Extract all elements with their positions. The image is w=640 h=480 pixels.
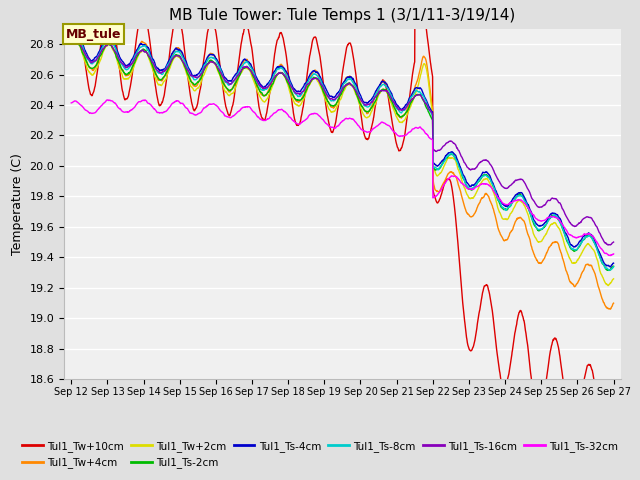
Legend: Tul1_Tw+10cm, Tul1_Tw+4cm, Tul1_Tw+2cm, Tul1_Ts-2cm, Tul1_Ts-4cm, Tul1_Ts-8cm, T: Tul1_Tw+10cm, Tul1_Tw+4cm, Tul1_Tw+2cm, … — [18, 437, 622, 472]
Title: MB Tule Tower: Tule Temps 1 (3/1/11-3/19/14): MB Tule Tower: Tule Temps 1 (3/1/11-3/19… — [169, 9, 516, 24]
Text: MB_tule: MB_tule — [66, 27, 121, 41]
Y-axis label: Temperature (C): Temperature (C) — [11, 153, 24, 255]
